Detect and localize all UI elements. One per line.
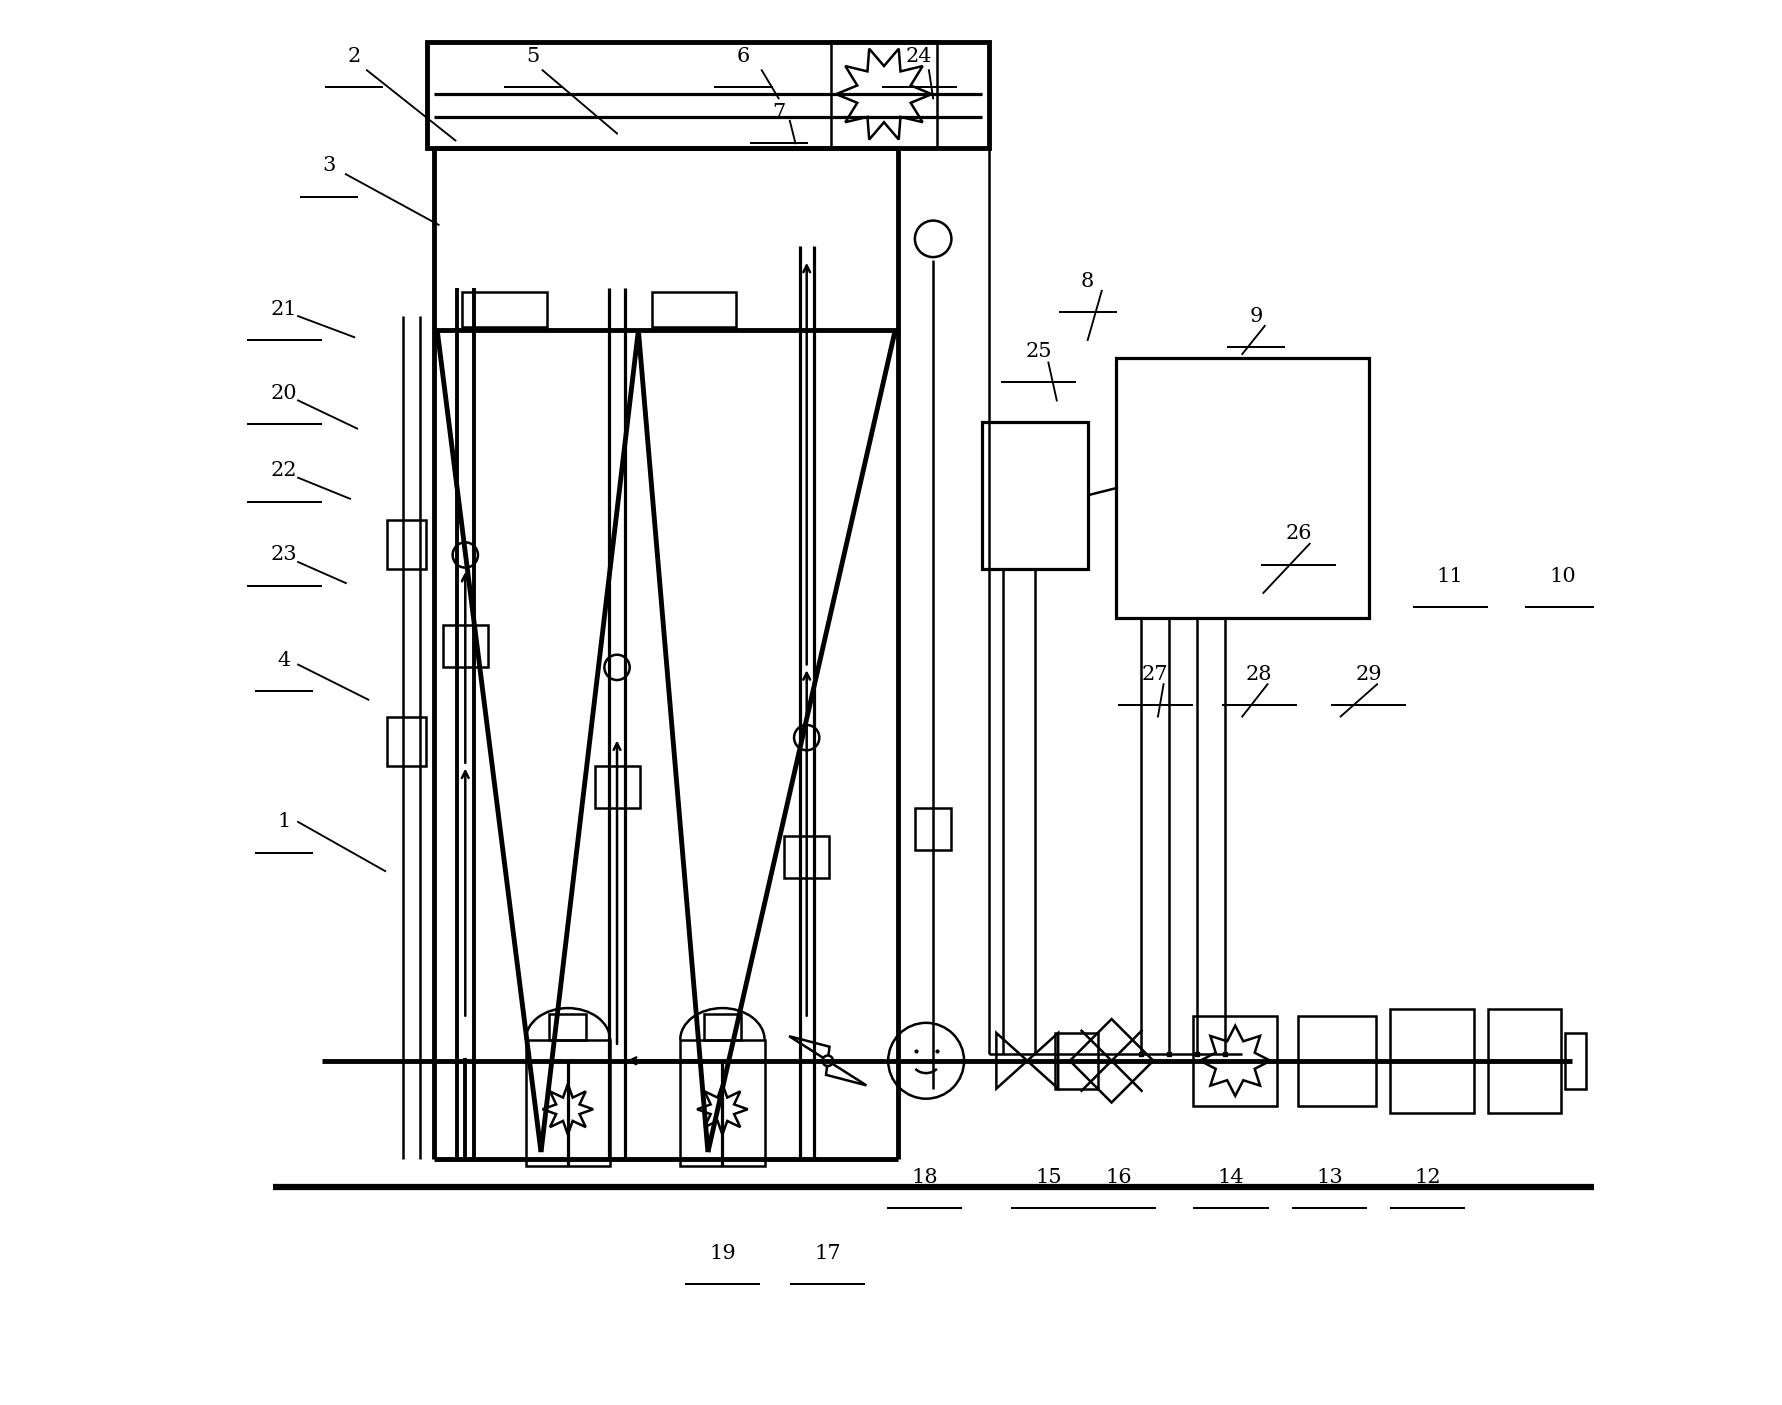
Circle shape xyxy=(823,1055,832,1066)
Text: 8: 8 xyxy=(1082,271,1094,291)
Polygon shape xyxy=(1199,1026,1271,1096)
Text: 10: 10 xyxy=(1549,566,1575,586)
Text: 12: 12 xyxy=(1415,1168,1442,1187)
Bar xyxy=(914,808,952,850)
Text: 24: 24 xyxy=(905,46,932,66)
Text: 14: 14 xyxy=(1217,1168,1244,1187)
Polygon shape xyxy=(996,1033,1026,1089)
Text: 16: 16 xyxy=(1105,1168,1132,1187)
Text: 23: 23 xyxy=(271,545,298,565)
Bar xyxy=(387,717,426,766)
Text: 19: 19 xyxy=(709,1243,736,1263)
Text: 4: 4 xyxy=(278,651,290,670)
Bar xyxy=(830,41,937,148)
Text: 1: 1 xyxy=(278,812,290,832)
Text: 9: 9 xyxy=(1249,306,1263,326)
Bar xyxy=(982,422,1087,569)
Text: 21: 21 xyxy=(271,299,298,319)
Bar xyxy=(387,520,426,569)
Bar xyxy=(1055,1033,1098,1089)
Bar xyxy=(463,292,547,327)
Polygon shape xyxy=(697,1085,748,1135)
Text: 25: 25 xyxy=(1025,341,1051,361)
Bar xyxy=(681,1040,764,1166)
Text: 3: 3 xyxy=(323,156,335,176)
Bar xyxy=(549,1014,586,1040)
Text: 15: 15 xyxy=(1035,1168,1062,1187)
Text: 13: 13 xyxy=(1315,1168,1342,1187)
Text: 22: 22 xyxy=(271,461,298,481)
Bar xyxy=(784,836,829,878)
Polygon shape xyxy=(836,49,932,139)
Bar xyxy=(1488,1009,1561,1113)
Polygon shape xyxy=(542,1085,593,1135)
Bar xyxy=(704,1014,741,1040)
Text: 20: 20 xyxy=(271,384,298,403)
Polygon shape xyxy=(827,1061,866,1085)
Text: 29: 29 xyxy=(1356,665,1383,684)
Bar xyxy=(595,766,640,808)
Bar xyxy=(428,42,989,148)
Text: 6: 6 xyxy=(736,46,750,66)
Text: 26: 26 xyxy=(1285,524,1312,544)
Bar xyxy=(1390,1009,1474,1113)
Text: 2: 2 xyxy=(347,46,362,66)
Bar xyxy=(1565,1033,1586,1089)
Text: 28: 28 xyxy=(1246,665,1272,684)
Bar xyxy=(442,625,488,667)
Text: 27: 27 xyxy=(1142,665,1169,684)
Bar xyxy=(652,292,736,327)
Polygon shape xyxy=(1026,1033,1059,1089)
Polygon shape xyxy=(789,1037,830,1061)
Bar xyxy=(526,1040,609,1166)
Bar xyxy=(1194,1016,1278,1106)
Text: 11: 11 xyxy=(1436,566,1463,586)
Text: 5: 5 xyxy=(526,46,540,66)
Text: 7: 7 xyxy=(772,103,786,122)
Text: 17: 17 xyxy=(814,1243,841,1263)
Bar xyxy=(1116,358,1369,618)
Text: 18: 18 xyxy=(911,1168,937,1187)
Bar xyxy=(1299,1016,1376,1106)
